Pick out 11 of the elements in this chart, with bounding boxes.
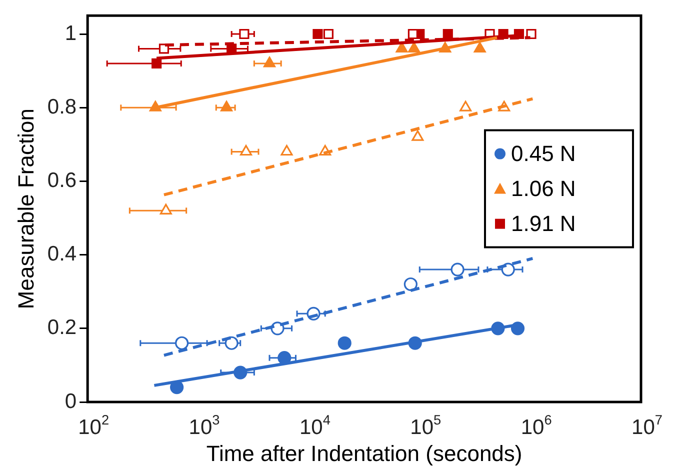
y-tick-label: 0.2	[47, 316, 77, 340]
legend-label: 1.06 N	[511, 176, 576, 201]
y-tick-label: 0.4	[47, 242, 77, 266]
y-tick-label: 0.8	[47, 95, 77, 118]
y-tick-label: 0.6	[47, 168, 77, 192]
y-tick-label: 0	[64, 390, 77, 413]
legend-label: 1.91 N	[511, 210, 576, 236]
x-axis-title: Time after Indentation (seconds)	[206, 440, 522, 466]
legend-label: 0.45 N	[511, 140, 576, 166]
y-tick-label: 1	[64, 22, 77, 45]
y-axis-title: Measurable Fraction	[13, 108, 38, 310]
